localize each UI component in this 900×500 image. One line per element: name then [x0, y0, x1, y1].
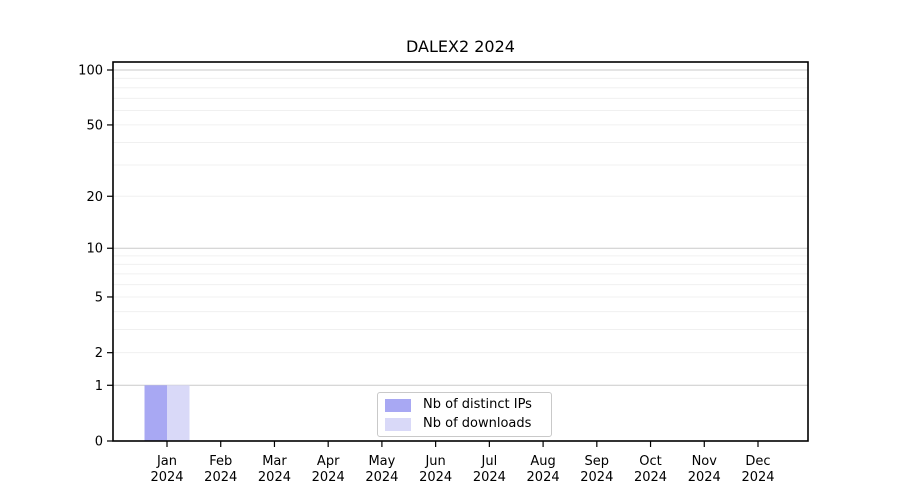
y-tick-label: 0 [95, 435, 103, 450]
legend-label-distinct-ips: Nb of distinct IPs [423, 397, 532, 412]
x-tick-year-label: 2024 [150, 470, 183, 485]
y-tick-label: 1 [95, 379, 103, 394]
x-tick-year-label: 2024 [473, 470, 506, 485]
legend-swatch-distinct-ips [385, 398, 411, 412]
y-tick-label: 2 [95, 346, 103, 361]
x-tick-label: Aug [530, 454, 555, 469]
y-tick-label: 20 [86, 190, 103, 205]
x-tick-label: Mar [262, 454, 287, 469]
x-tick-year-label: 2024 [741, 470, 774, 485]
x-tick-label: Apr [317, 454, 340, 469]
legend-label-downloads: Nb of downloads [423, 416, 532, 431]
y-tick-label: 100 [78, 64, 103, 79]
x-tick-year-label: 2024 [258, 470, 291, 485]
x-tick-year-label: 2024 [204, 470, 237, 485]
x-tick-year-label: 2024 [312, 470, 345, 485]
x-tick-label: Dec [745, 454, 770, 469]
x-tick-label: Jun [424, 454, 445, 469]
plot-frame [112, 61, 809, 442]
x-tick-label: Oct [639, 454, 661, 469]
legend-swatch-downloads [385, 417, 411, 431]
legend-item-downloads: Nb of downloads [385, 417, 551, 431]
x-tick-year-label: 2024 [527, 470, 560, 485]
legend: Nb of distinct IPs Nb of downloads [377, 392, 552, 437]
legend-item-distinct-ips: Nb of distinct IPs [385, 398, 551, 412]
x-tick-year-label: 2024 [688, 470, 721, 485]
chart-title: DALEX2 2024 [406, 37, 515, 56]
x-tick-year-label: 2024 [365, 470, 398, 485]
x-tick-year-label: 2024 [634, 470, 667, 485]
bar-downloads [167, 385, 190, 441]
x-tick-label: May [368, 454, 395, 469]
y-tick-label: 50 [86, 118, 103, 133]
y-tick-label: 10 [86, 242, 103, 257]
x-tick-year-label: 2024 [580, 470, 613, 485]
x-tick-label: Sep [585, 454, 610, 469]
x-tick-year-label: 2024 [419, 470, 452, 485]
x-tick-label: Nov [692, 454, 718, 469]
bar-distinct-ips [144, 385, 167, 441]
x-tick-label: Jul [481, 454, 498, 469]
x-tick-label: Jan [156, 454, 177, 469]
y-tick-label: 5 [95, 290, 103, 305]
x-tick-label: Feb [209, 454, 232, 469]
